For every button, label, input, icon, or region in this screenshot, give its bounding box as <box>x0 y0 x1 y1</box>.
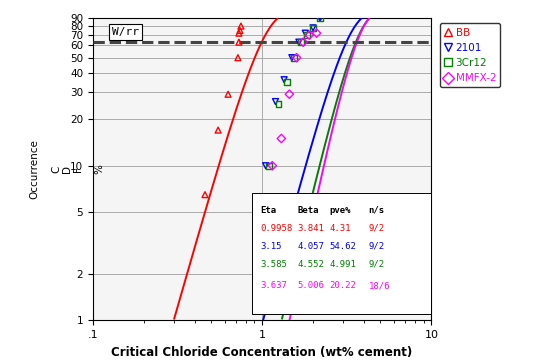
Point <box>294 39 303 45</box>
Text: n/s: n/s <box>369 206 385 214</box>
Point <box>299 39 307 45</box>
Y-axis label: Occurrence

C
D
F

%: Occurrence C D F % <box>30 139 105 199</box>
Legend: BB, 2101, 3Cr12, MMFX-2: BB, 2101, 3Cr12, MMFX-2 <box>440 23 500 87</box>
Text: 9/2: 9/2 <box>369 223 385 233</box>
Point <box>308 25 317 31</box>
Text: 3.585: 3.585 <box>260 260 287 269</box>
Point <box>296 39 305 45</box>
Point <box>277 135 286 141</box>
Point <box>285 91 294 97</box>
Point <box>312 30 321 36</box>
Point <box>305 32 313 38</box>
Text: 0.9958: 0.9958 <box>260 223 293 233</box>
Text: Beta: Beta <box>298 206 319 214</box>
Point <box>236 23 245 29</box>
Point <box>214 127 223 133</box>
Text: 20.22: 20.22 <box>330 281 357 290</box>
Point <box>235 28 244 33</box>
Point <box>235 39 244 45</box>
Point <box>271 99 280 104</box>
Text: pve%: pve% <box>330 206 351 214</box>
Point <box>224 91 233 97</box>
Text: 3.637: 3.637 <box>260 281 287 290</box>
Text: 4.552: 4.552 <box>298 260 324 269</box>
Point <box>290 55 299 60</box>
Point <box>280 77 288 83</box>
Point <box>308 25 317 31</box>
Point <box>234 55 242 60</box>
Point <box>282 79 291 84</box>
Text: 54.62: 54.62 <box>330 242 357 251</box>
Text: 9/2: 9/2 <box>369 242 385 251</box>
Text: Eta: Eta <box>260 206 276 214</box>
Point <box>265 163 274 169</box>
Text: 5.006: 5.006 <box>298 281 324 290</box>
Point <box>303 32 312 38</box>
Point <box>200 192 209 198</box>
Point <box>301 30 310 36</box>
Text: 4.991: 4.991 <box>330 260 357 269</box>
X-axis label: Critical Chloride Concentration (wt% cement): Critical Chloride Concentration (wt% cem… <box>111 345 413 359</box>
Point <box>268 163 277 169</box>
Text: 4.31: 4.31 <box>330 223 351 233</box>
Point <box>316 15 324 21</box>
Point <box>292 55 301 60</box>
Text: 9/2: 9/2 <box>369 260 385 269</box>
Point <box>274 101 283 107</box>
Point <box>262 163 270 169</box>
Point <box>316 15 324 21</box>
Text: 18/6: 18/6 <box>369 281 390 290</box>
Text: 3.15: 3.15 <box>260 242 282 251</box>
Text: 4.057: 4.057 <box>298 242 324 251</box>
Point <box>288 55 296 60</box>
FancyBboxPatch shape <box>252 193 431 314</box>
Text: W/rr: W/rr <box>112 27 139 37</box>
Point <box>235 30 244 36</box>
Text: 3.841: 3.841 <box>298 223 324 233</box>
